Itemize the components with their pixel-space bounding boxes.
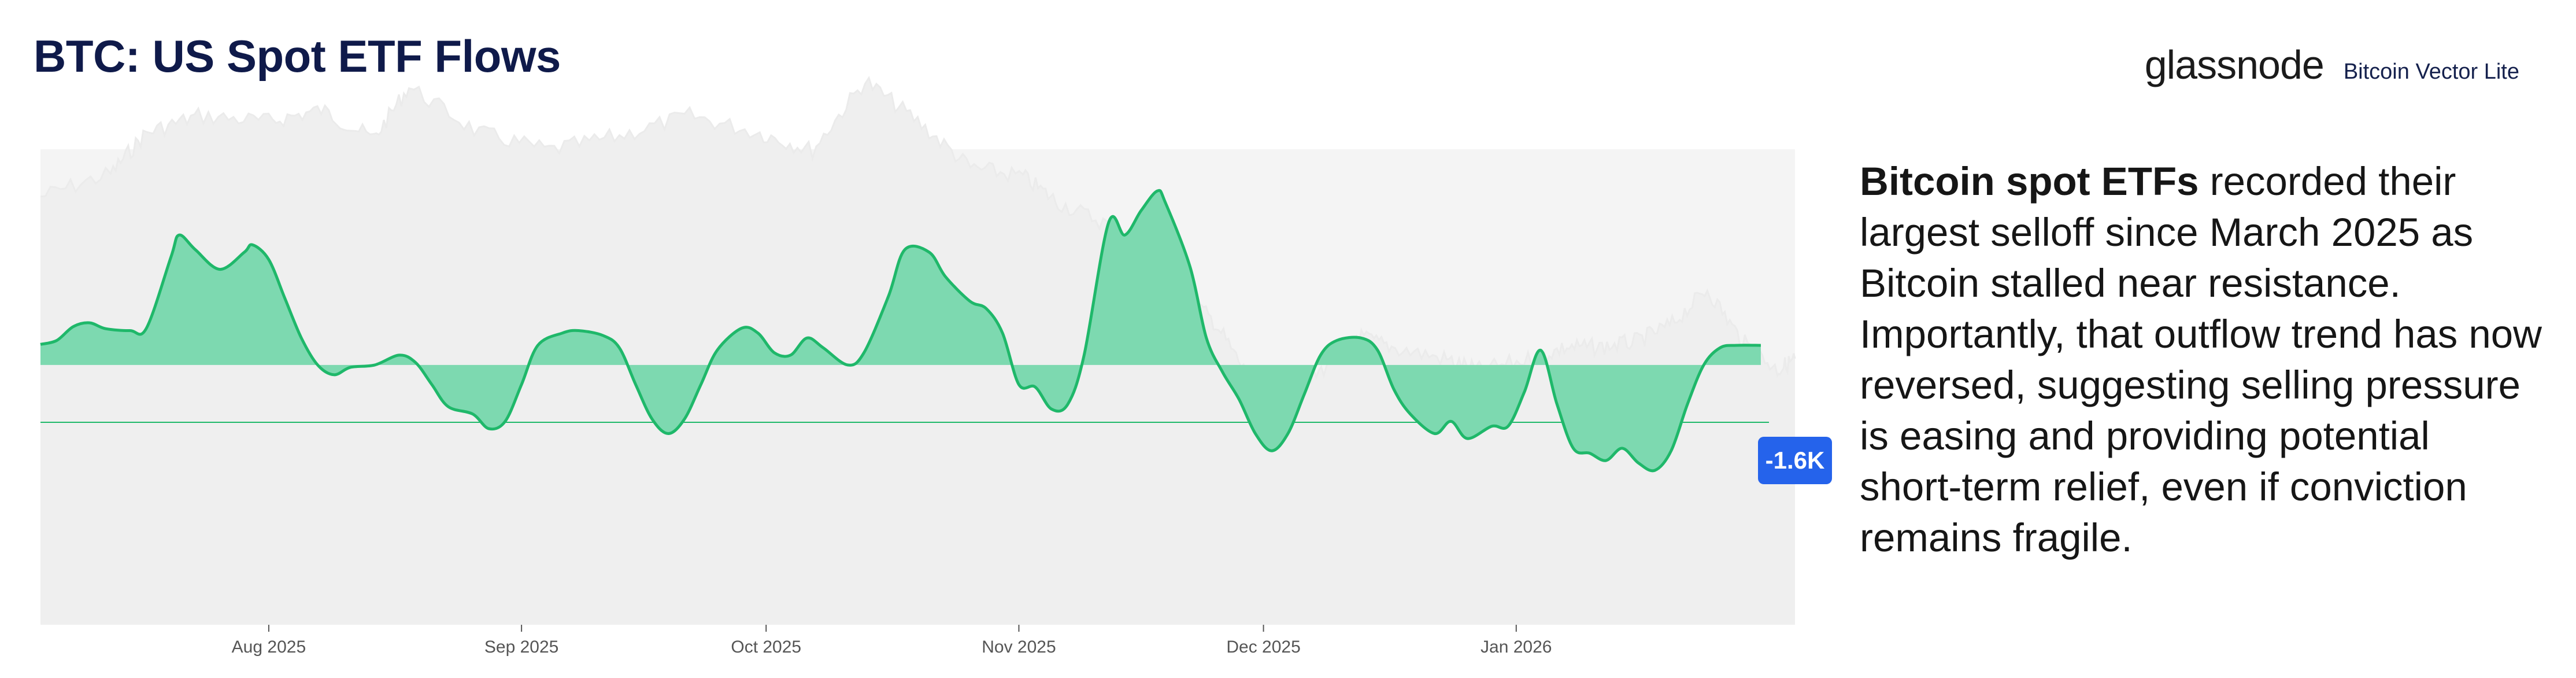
last-value-label: -1.6K: [1766, 447, 1825, 474]
commentary-bold: Bitcoin spot ETFs: [1860, 159, 2199, 204]
last-value-badge-bg: [1758, 437, 1832, 484]
brand-product: Bitcoin Vector Lite: [2343, 60, 2519, 84]
x-tick-label: Jan 2026: [1481, 638, 1552, 657]
x-tick-label: Oct 2025: [731, 638, 801, 657]
flow-area: [40, 190, 1761, 471]
brand: glassnode Bitcoin Vector Lite: [2145, 42, 2519, 88]
commentary-text: recorded their largest selloff since Mar…: [1860, 159, 2542, 560]
last-value-badge: -1.6K: [1758, 437, 1832, 484]
x-tick-label: Sep 2025: [484, 638, 558, 657]
x-tick-label: Dec 2025: [1226, 638, 1300, 657]
x-axis: Aug 2025 Sep 2025 Oct 2025 Nov 2025 Dec 2025…: [232, 625, 1552, 657]
x-tick-label: Aug 2025: [232, 638, 306, 657]
flow-line: [40, 189, 1761, 473]
x-tick-label: Nov 2025: [982, 638, 1056, 657]
commentary: Bitcoin spot ETFs recorded their largest…: [1860, 156, 2542, 563]
chart: Aug 2025 Sep 2025 Oct 2025 Nov 2025 Dec 2025…: [40, 76, 1832, 657]
chart-title: BTC: US Spot ETF Flows: [34, 31, 561, 82]
brand-logo: glassnode: [2144, 42, 2325, 87]
